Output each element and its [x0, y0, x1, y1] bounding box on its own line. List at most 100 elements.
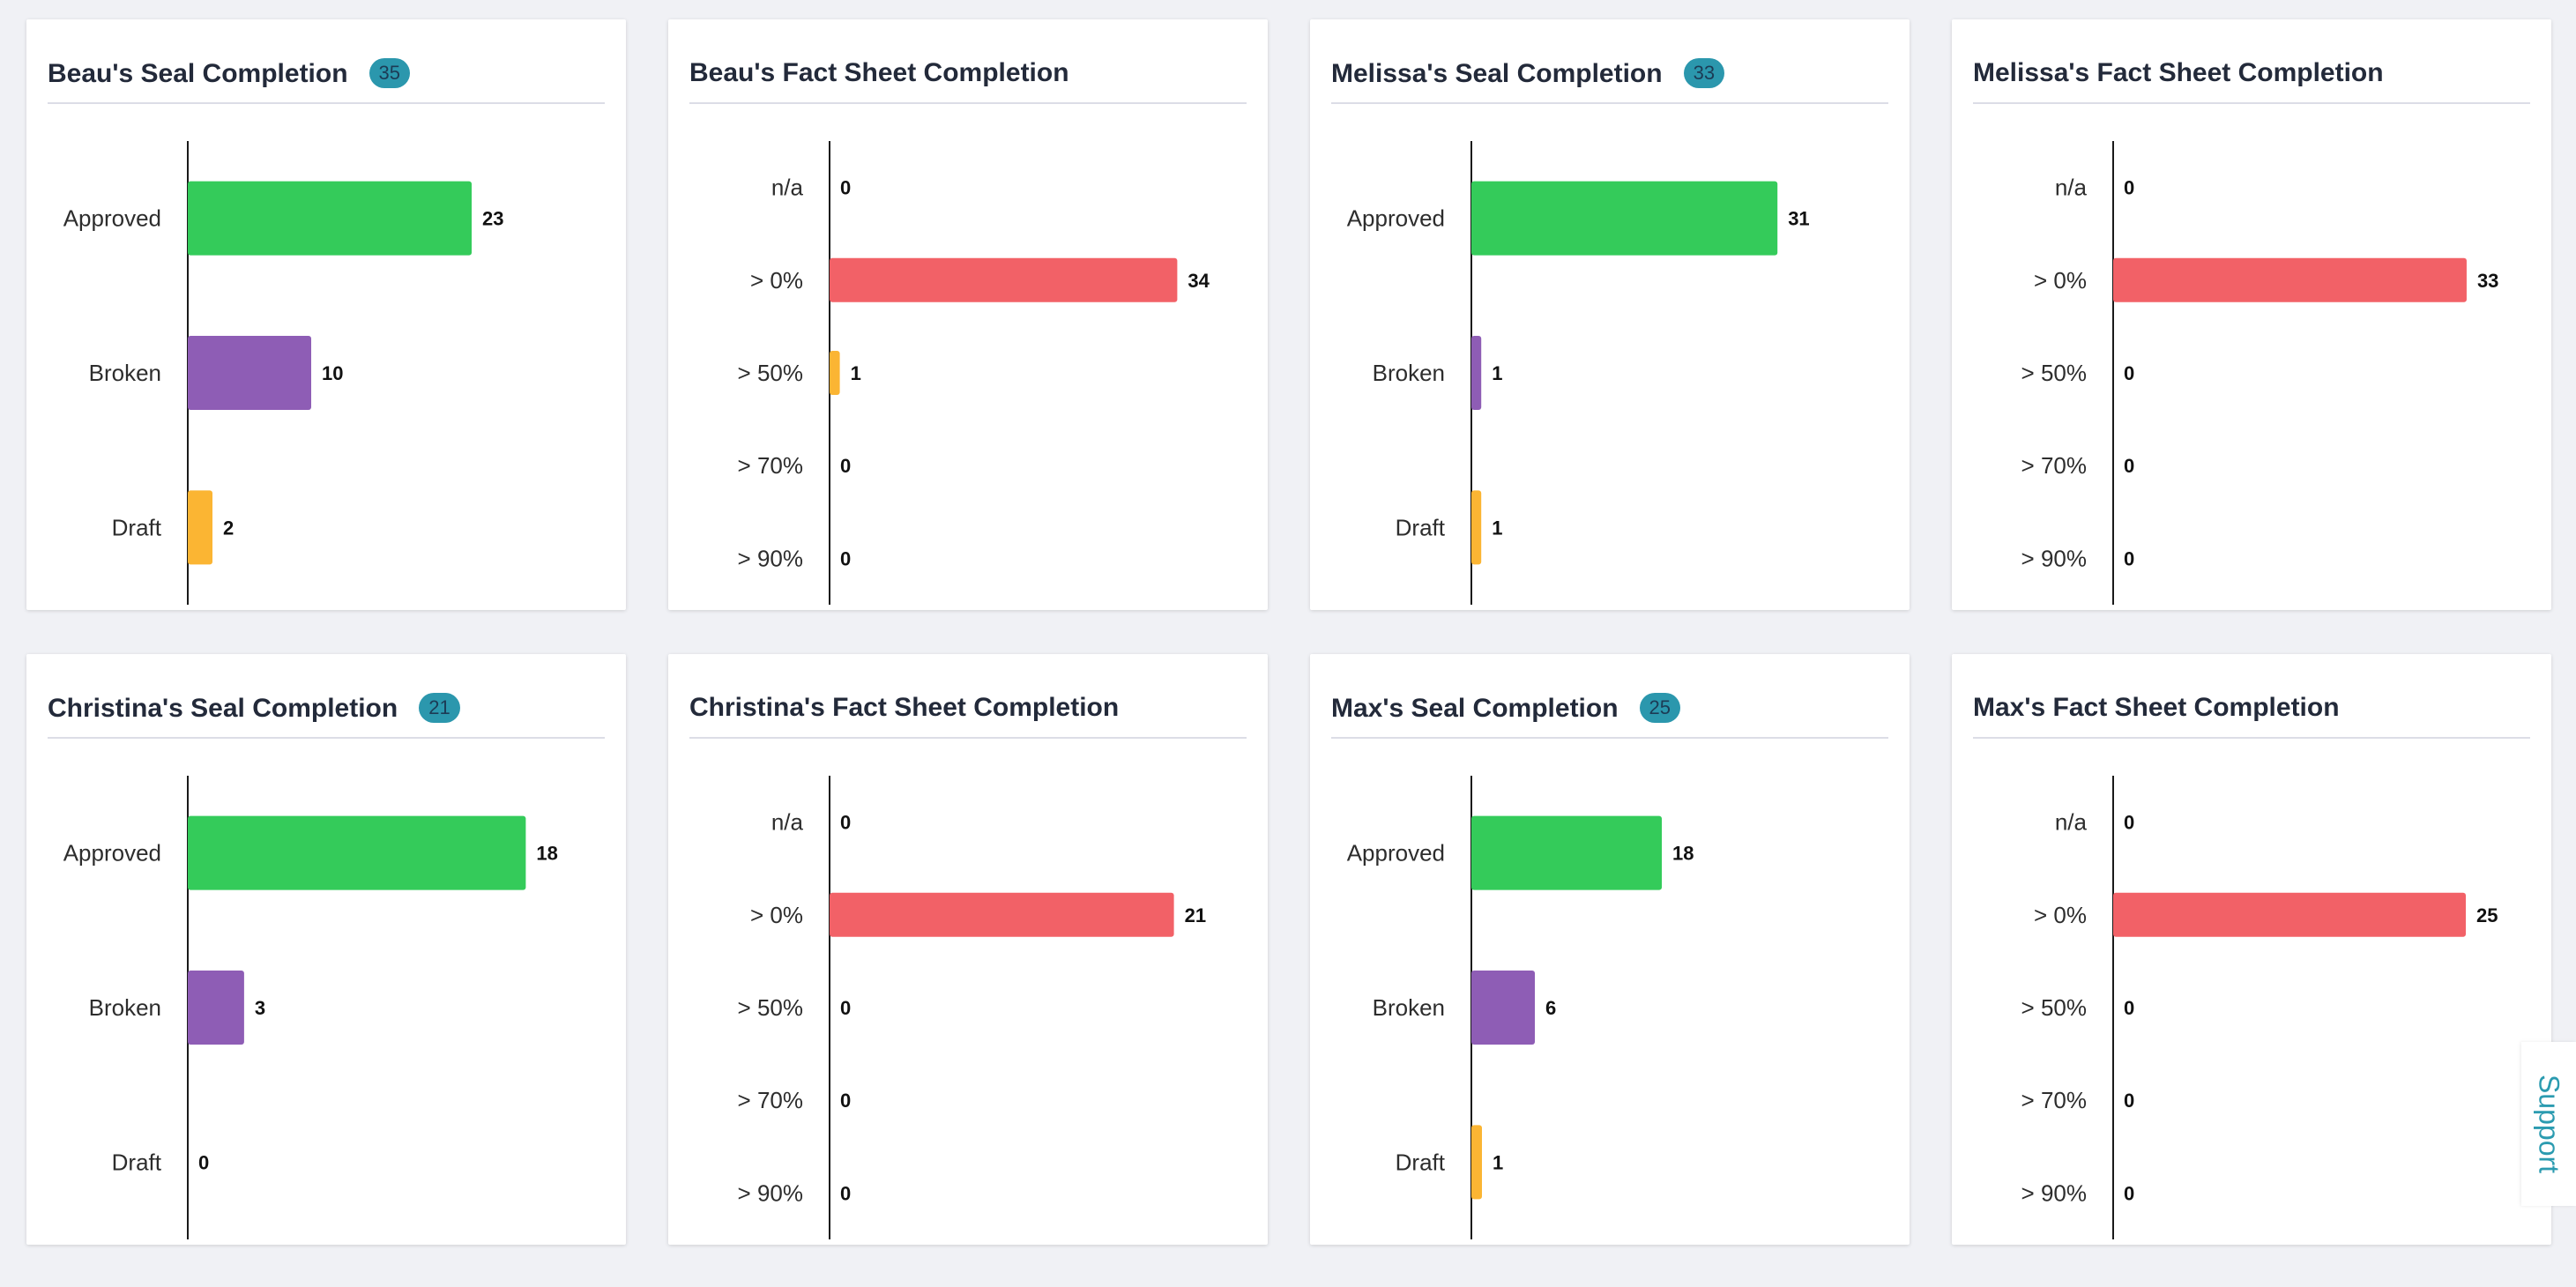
count-badge: 33	[1683, 58, 1725, 88]
category-label: Broken	[89, 360, 161, 386]
card-title: Christina's Seal Completion 21	[48, 693, 460, 724]
category-label: > 0%	[2034, 267, 2087, 294]
value-label: 10	[322, 362, 343, 384]
category-label: > 0%	[2034, 902, 2087, 928]
card-max-seal-completion: Max's Seal Completion 25 Approved 18 Broken…	[1310, 654, 1910, 1245]
value-label: 23	[482, 208, 503, 230]
card-melissa-fact-sheet-completion: Melissa's Fact Sheet Completion n/a 0 > 0%…	[1952, 19, 2551, 610]
seal-bar-chart: Approved 23 Broken 10 Draft 2	[63, 141, 503, 605]
bar[interactable]	[2113, 257, 2467, 302]
category-label: Approved	[63, 205, 161, 232]
bar[interactable]	[1471, 815, 1662, 890]
fact-sheet-bar-chart: n/a 0 > 0% 21 > 50% 0 > 70% 0 > 90% 0	[738, 776, 1206, 1239]
card-title-text: Max's Fact Sheet Completion	[1973, 693, 2340, 722]
card-title-text: Max's Seal Completion	[1331, 694, 1619, 723]
card-title: Beau's Seal Completion 35	[48, 58, 411, 89]
bar[interactable]	[1471, 971, 1535, 1045]
category-label: > 90%	[738, 1179, 803, 1206]
count-badge: 21	[419, 693, 460, 723]
card-title: Melissa's Fact Sheet Completion	[1973, 58, 2384, 88]
bar[interactable]	[188, 815, 526, 890]
value-label: 0	[2124, 997, 2134, 1019]
value-label: 0	[2124, 1182, 2134, 1204]
category-label: > 50%	[2021, 994, 2087, 1021]
value-label: 1	[1492, 362, 1502, 384]
bar[interactable]	[188, 336, 311, 410]
card-max-fact-sheet-completion: Max's Fact Sheet Completion n/a 0 > 0% 25 > …	[1952, 654, 2551, 1245]
card-header: Beau's Seal Completion 35	[48, 19, 605, 104]
value-label: 25	[2476, 904, 2498, 926]
seal-bar-chart: Approved 31 Broken 1 Draft 1	[1347, 141, 1810, 605]
card-title-text: Melissa's Fact Sheet Completion	[1973, 58, 2384, 87]
category-label: > 70%	[2021, 1087, 2087, 1113]
card-header: Melissa's Fact Sheet Completion	[1973, 19, 2530, 104]
card-header: Max's Seal Completion 25	[1331, 654, 1888, 739]
bar[interactable]	[830, 257, 1178, 302]
value-label: 3	[255, 997, 265, 1019]
value-label: 0	[2124, 455, 2134, 477]
category-label: > 50%	[2021, 360, 2087, 386]
card-title-text: Beau's Fact Sheet Completion	[689, 58, 1069, 87]
value-label: 18	[536, 843, 557, 865]
bar[interactable]	[1471, 1125, 1482, 1200]
value-label: 0	[2124, 812, 2134, 834]
value-label: 31	[1788, 208, 1809, 230]
card-header: Melissa's Seal Completion 33	[1331, 19, 1888, 104]
bar[interactable]	[1471, 490, 1482, 565]
category-label: > 0%	[750, 267, 803, 294]
value-label: 0	[840, 1090, 851, 1112]
category-label: > 90%	[738, 545, 803, 571]
card-title: Christina's Fact Sheet Completion	[689, 693, 1119, 723]
value-label: 0	[840, 455, 851, 477]
value-label: 33	[2477, 270, 2498, 292]
category-label: Broken	[1373, 994, 1445, 1021]
seal-bar-chart: Approved 18 Broken 3 Draft 0	[63, 776, 558, 1239]
bar[interactable]	[1471, 336, 1482, 410]
category-label: Draft	[1396, 514, 1446, 540]
bar[interactable]	[830, 892, 1174, 937]
card-melissa-seal-completion: Melissa's Seal Completion 33 Approved 31 Br…	[1310, 19, 1910, 610]
value-label: 0	[840, 177, 851, 199]
card-title-text: Christina's Fact Sheet Completion	[689, 693, 1120, 722]
category-label: Broken	[1373, 360, 1445, 386]
card-title: Max's Fact Sheet Completion	[1973, 693, 2340, 723]
card-title: Beau's Fact Sheet Completion	[689, 58, 1069, 88]
card-header: Christina's Seal Completion 21	[48, 654, 605, 739]
bar[interactable]	[1471, 181, 1778, 256]
bar[interactable]	[188, 181, 472, 256]
card-beau-seal-completion: Beau's Seal Completion 35 Approved 23 Broke…	[26, 19, 626, 610]
value-label: 0	[840, 1182, 851, 1204]
value-label: 0	[198, 1151, 209, 1173]
bar[interactable]	[2113, 892, 2466, 937]
support-label[interactable]: Support	[2533, 1074, 2565, 1174]
category-label: Draft	[1396, 1149, 1446, 1175]
value-label: 2	[223, 517, 234, 539]
bar[interactable]	[188, 490, 212, 565]
seal-bar-chart: Approved 18 Broken 6 Draft 1	[1347, 776, 1694, 1239]
category-label: Approved	[1347, 840, 1445, 867]
card-header: Max's Fact Sheet Completion	[1973, 654, 2530, 739]
card-beau-fact-sheet-completion: Beau's Fact Sheet Completion n/a 0 > 0% 34 >…	[668, 19, 1268, 610]
value-label: 21	[1185, 904, 1206, 926]
value-label: 0	[2124, 547, 2134, 569]
bar[interactable]	[830, 351, 840, 395]
category-label: n/a	[771, 175, 804, 201]
category-label: n/a	[2055, 175, 2088, 201]
card-christina-fact-sheet-completion: Christina's Fact Sheet Completion n/a 0 > …	[668, 654, 1268, 1245]
category-label: n/a	[771, 809, 804, 836]
value-label: 1	[1493, 1151, 1503, 1173]
support-tab[interactable]: Support	[2521, 1042, 2576, 1206]
category-label: > 50%	[738, 360, 803, 386]
value-label: 1	[851, 362, 861, 384]
category-label: Draft	[112, 1149, 162, 1175]
card-title: Max's Seal Completion 25	[1331, 693, 1681, 724]
category-label: n/a	[2055, 809, 2088, 836]
value-label: 6	[1545, 997, 1556, 1019]
bar[interactable]	[188, 971, 244, 1045]
category-label: > 0%	[750, 902, 803, 928]
category-label: > 50%	[738, 994, 803, 1021]
card-header: Christina's Fact Sheet Completion	[689, 654, 1247, 739]
fact-sheet-bar-chart: n/a 0 > 0% 34 > 50% 1 > 70% 0 > 90% 0	[738, 141, 1210, 605]
category-label: > 90%	[2021, 545, 2087, 571]
